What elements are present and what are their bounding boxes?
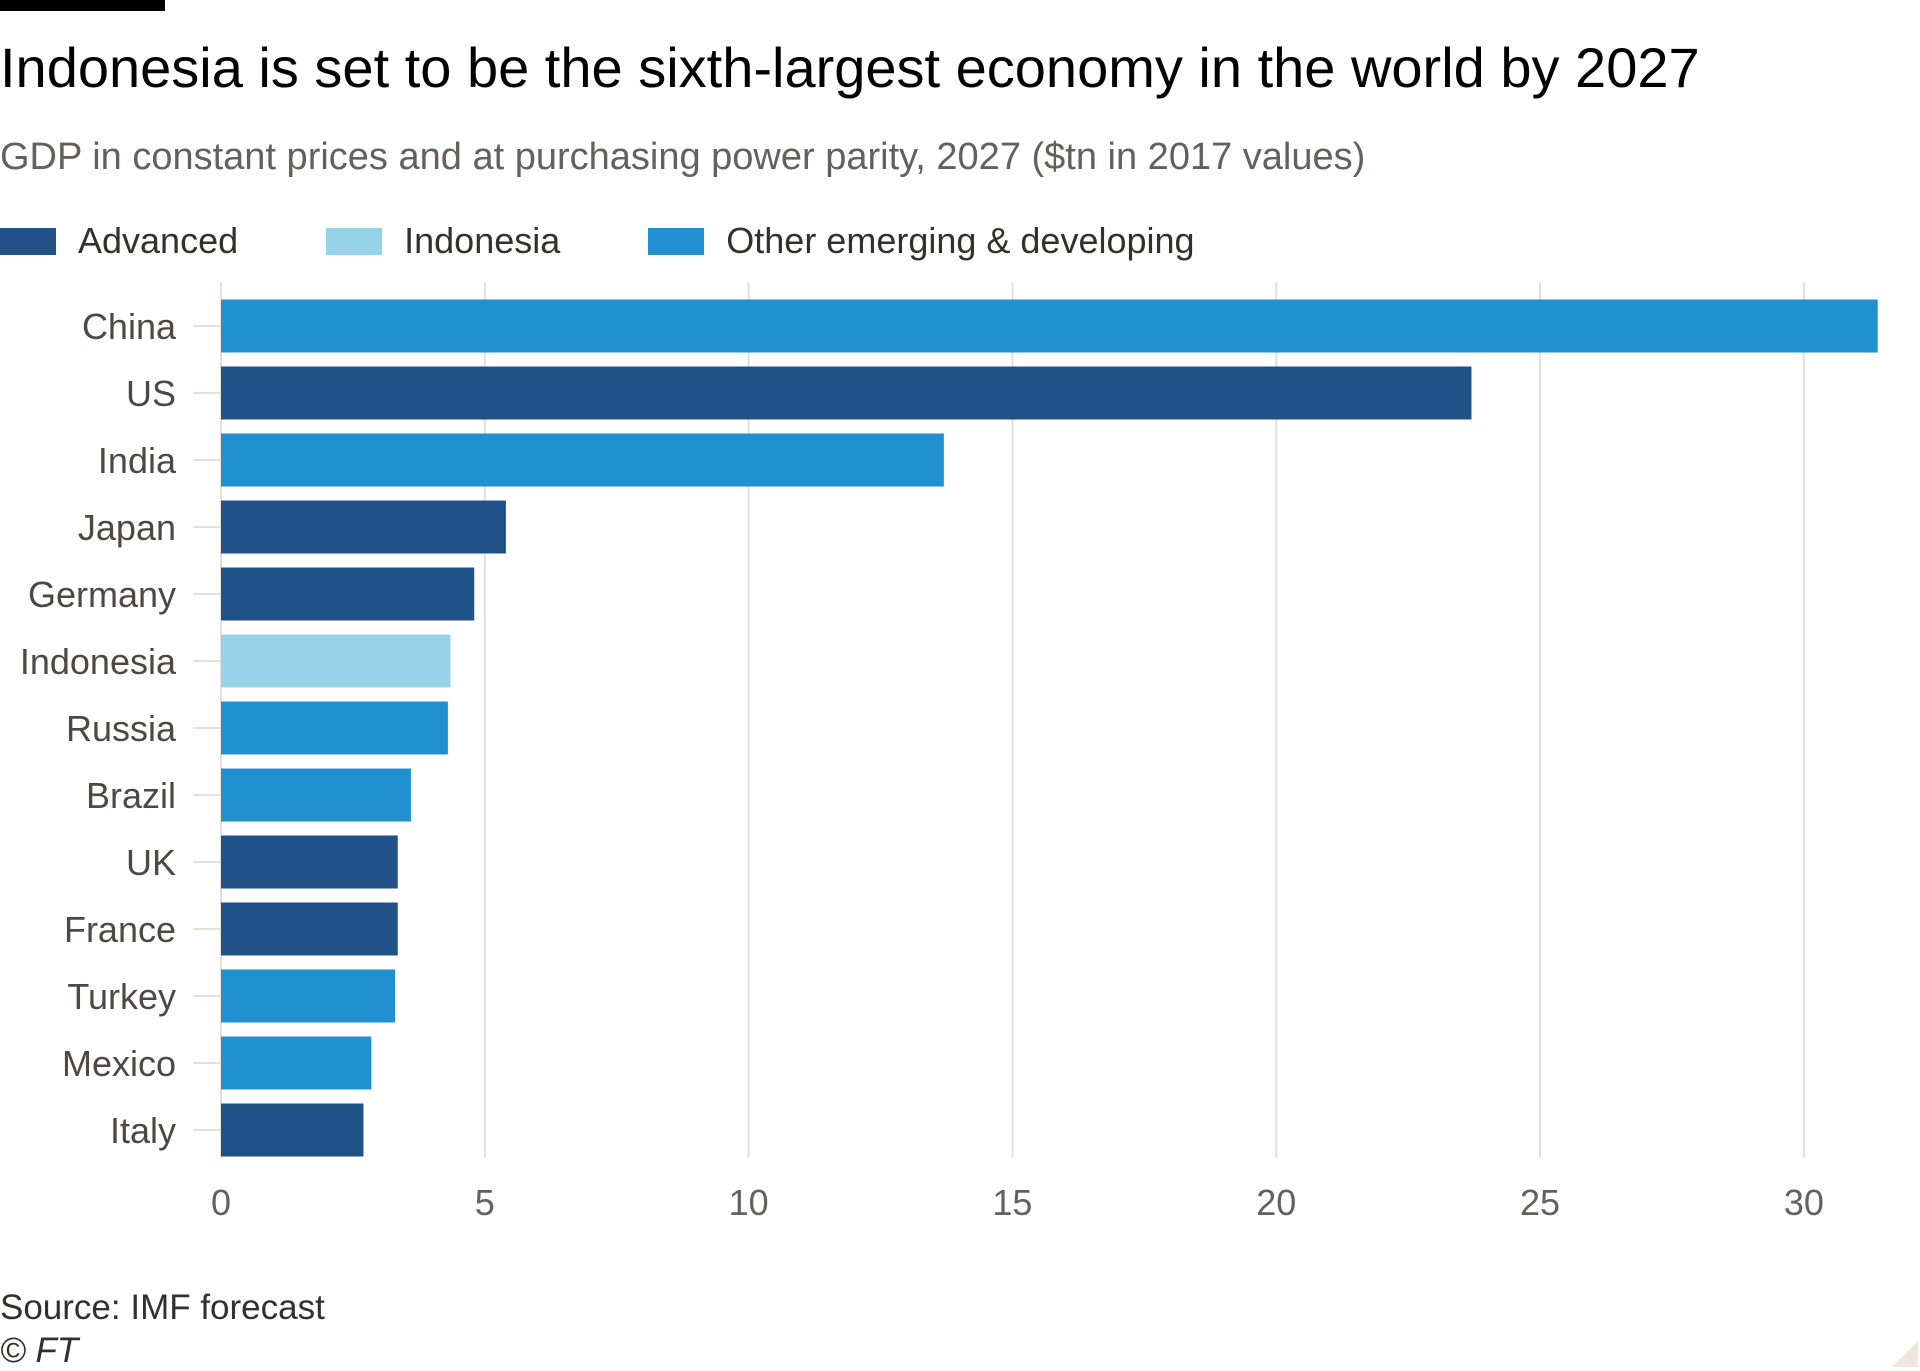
- bar: [221, 634, 451, 688]
- category-label: Russia: [66, 708, 177, 749]
- bar: [221, 835, 398, 889]
- chart-subtitle: GDP in constant prices and at purchasing…: [0, 136, 1366, 178]
- category-label: Brazil: [86, 775, 176, 816]
- category-label: US: [126, 373, 176, 414]
- bar: [221, 969, 396, 1023]
- legend-label-indonesia: Indonesia: [404, 220, 561, 261]
- category-label: Turkey: [67, 976, 176, 1017]
- category-label: Indonesia: [20, 641, 177, 682]
- brand-bar: [0, 0, 165, 11]
- x-tick-label: 20: [1256, 1182, 1296, 1223]
- legend-item-indonesia: Indonesia: [326, 220, 560, 262]
- bar: [221, 567, 475, 621]
- corner-mark: [1892, 1341, 1918, 1367]
- x-tick-label: 0: [211, 1182, 231, 1223]
- bars: [221, 299, 1878, 1157]
- bar: [221, 1103, 364, 1157]
- category-label: Italy: [110, 1110, 176, 1151]
- legend-swatch-other: [648, 227, 705, 255]
- bar: [221, 433, 944, 487]
- gridlines: [220, 282, 1805, 1158]
- legend-item-advanced: Advanced: [0, 220, 238, 262]
- x-axis-ticks: 0 5 10 15 20 25 30: [211, 1182, 1824, 1223]
- legend-item-other: Other emerging & developing: [648, 220, 1195, 262]
- category-label: France: [64, 909, 176, 950]
- category-label: Japan: [78, 507, 176, 548]
- x-tick-label: 25: [1520, 1182, 1560, 1223]
- bar: [221, 1036, 372, 1090]
- chart-title: Indonesia is set to be the sixth-largest…: [0, 36, 1700, 99]
- category-label: UK: [126, 842, 176, 883]
- bar: [221, 701, 448, 755]
- bar: [221, 366, 1472, 420]
- category-label: India: [98, 440, 177, 481]
- bar: [221, 500, 506, 554]
- x-tick-label: 10: [729, 1182, 769, 1223]
- x-tick-label: 5: [475, 1182, 495, 1223]
- bar: [221, 902, 398, 956]
- legend-swatch-indonesia: [326, 227, 383, 255]
- legend-swatch-advanced: [0, 227, 56, 255]
- x-tick-label: 15: [992, 1182, 1032, 1223]
- legend-label-other: Other emerging & developing: [726, 220, 1195, 261]
- category-label: China: [82, 306, 177, 347]
- bar: [221, 768, 411, 822]
- bar: [221, 299, 1878, 353]
- category-label: Germany: [28, 574, 176, 615]
- category-label: Mexico: [62, 1043, 176, 1084]
- legend-label-advanced: Advanced: [78, 220, 239, 261]
- copyright-note: © FT: [0, 1331, 79, 1370]
- chart-legend: Advanced Indonesia Other emerging & deve…: [0, 218, 1283, 264]
- source-note: Source: IMF forecast: [0, 1288, 325, 1327]
- x-tick-label: 30: [1784, 1182, 1824, 1223]
- bar-chart: China US India Japan Germany Indonesia Russia B…: [20, 282, 1878, 1223]
- category-labels: China US India Japan Germany Indonesia Russia B…: [20, 306, 221, 1151]
